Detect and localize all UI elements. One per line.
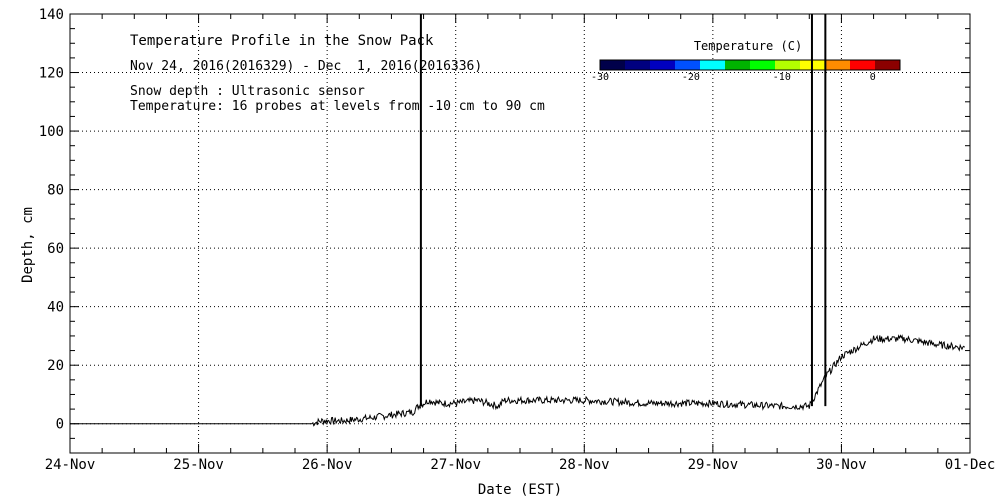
x-tick-label: 27-Nov [430, 457, 481, 473]
annotation-probes: Temperature: 16 probes at levels from -1… [130, 99, 545, 114]
annotation-sensor: Snow depth : Ultrasonic sensor [130, 84, 365, 99]
y-tick-label: 140 [39, 7, 64, 23]
y-tick-label: 60 [47, 241, 64, 257]
colorbar-segment [875, 60, 901, 70]
y-axis-label: Depth, cm [20, 207, 36, 283]
temperature-colorbar: -30 -20 -10 0 [591, 59, 901, 83]
colorbar-segment [825, 60, 851, 70]
colorbar-segment [700, 60, 726, 70]
colorbar-tick-label: -20 [682, 72, 700, 83]
x-tick-label: 30-Nov [816, 457, 867, 473]
x-tick-label: 28-Nov [559, 457, 610, 473]
colorbar-segment [625, 60, 651, 70]
colorbar-segment [750, 60, 776, 70]
x-tick-label: 01-Dec [945, 457, 996, 473]
colorbar-tick-label: -30 [591, 72, 609, 83]
grid-lines [70, 14, 970, 453]
colorbar-segment [650, 60, 676, 70]
colorbar-segment [675, 60, 701, 70]
y-tick-label: 40 [47, 300, 64, 316]
colorbar-segment [775, 60, 801, 70]
x-tick-label: 29-Nov [688, 457, 739, 473]
y-tick-label: 0 [56, 417, 64, 433]
colorbar-segment [600, 60, 626, 70]
y-tick-label: 20 [47, 358, 64, 374]
colorbar-title: Temperature (C) [694, 39, 802, 53]
colorbar-segment [850, 60, 876, 70]
chart-title: Temperature Profile in the Snow Pack [130, 33, 434, 49]
colorbar-frame [599, 59, 901, 71]
colorbar-tick-label: -10 [773, 72, 791, 83]
chart-subtitle: Nov 24, 2016(2016329) - Dec 1, 2016(2016… [130, 59, 482, 74]
x-tick-label: 25-Nov [173, 457, 224, 473]
y-tick-label: 120 [39, 66, 64, 82]
snow-depth-line [70, 334, 965, 427]
x-tick-label: 24-Nov [45, 457, 96, 473]
axis-ticks: 24-Nov 25-Nov 26-Nov 27-Nov 28-Nov 29-Nov 30-N… [39, 7, 996, 473]
colorbar-segment [725, 60, 751, 70]
x-axis-label: Date (EST) [478, 482, 562, 498]
colorbar-tick-label: 0 [870, 72, 876, 83]
x-tick-label: 26-Nov [302, 457, 353, 473]
series-layer [70, 14, 965, 427]
y-tick-label: 100 [39, 124, 64, 140]
plot-frame [69, 13, 971, 454]
y-tick-label: 80 [47, 183, 64, 199]
